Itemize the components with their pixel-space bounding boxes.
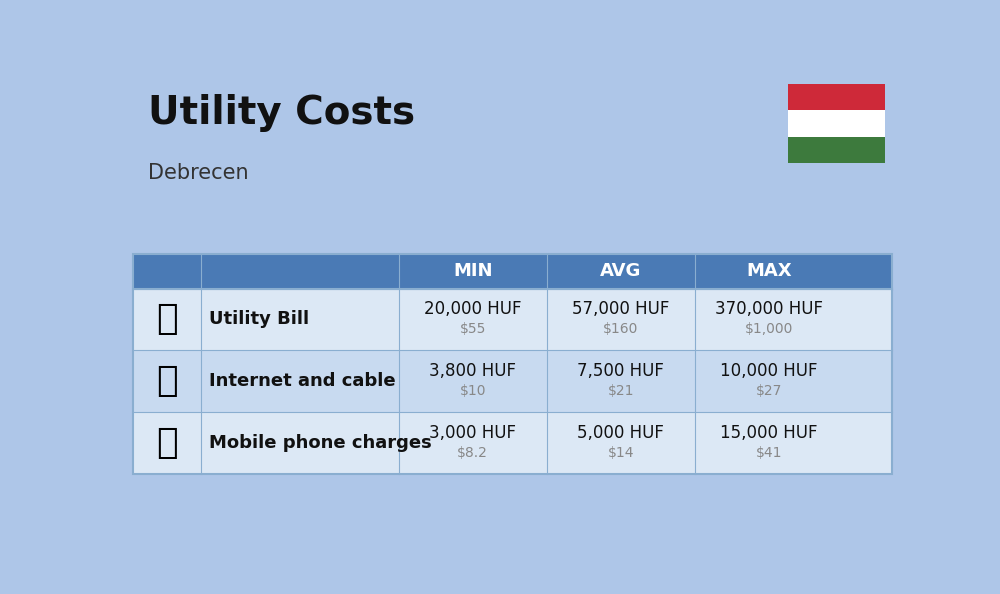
Text: 5,000 HUF: 5,000 HUF bbox=[577, 424, 664, 442]
FancyBboxPatch shape bbox=[788, 137, 885, 163]
Text: Utility Bill: Utility Bill bbox=[209, 311, 309, 328]
Text: 3,000 HUF: 3,000 HUF bbox=[429, 424, 516, 442]
Text: $27: $27 bbox=[756, 384, 782, 398]
FancyBboxPatch shape bbox=[788, 110, 885, 137]
Text: MIN: MIN bbox=[453, 263, 492, 280]
Text: MAX: MAX bbox=[746, 263, 792, 280]
Text: 15,000 HUF: 15,000 HUF bbox=[720, 424, 818, 442]
Text: $14: $14 bbox=[607, 446, 634, 460]
Text: Utility Costs: Utility Costs bbox=[148, 94, 415, 132]
Text: $41: $41 bbox=[756, 446, 782, 460]
Text: $55: $55 bbox=[459, 323, 486, 336]
Text: $8.2: $8.2 bbox=[457, 446, 488, 460]
Text: 10,000 HUF: 10,000 HUF bbox=[720, 362, 818, 380]
Text: $160: $160 bbox=[603, 323, 638, 336]
Text: AVG: AVG bbox=[600, 263, 641, 280]
Text: 📶: 📶 bbox=[156, 364, 178, 398]
Text: Internet and cable: Internet and cable bbox=[209, 372, 395, 390]
Text: 57,000 HUF: 57,000 HUF bbox=[572, 301, 669, 318]
Text: 370,000 HUF: 370,000 HUF bbox=[715, 301, 823, 318]
Text: 📱: 📱 bbox=[156, 426, 178, 460]
Text: $21: $21 bbox=[607, 384, 634, 398]
FancyBboxPatch shape bbox=[133, 254, 892, 289]
FancyBboxPatch shape bbox=[788, 84, 885, 110]
Text: 20,000 HUF: 20,000 HUF bbox=[424, 301, 521, 318]
Text: Debrecen: Debrecen bbox=[148, 163, 249, 183]
Text: 7,500 HUF: 7,500 HUF bbox=[577, 362, 664, 380]
Text: 3,800 HUF: 3,800 HUF bbox=[429, 362, 516, 380]
Text: 💡: 💡 bbox=[156, 302, 178, 336]
FancyBboxPatch shape bbox=[133, 350, 892, 412]
Text: Mobile phone charges: Mobile phone charges bbox=[209, 434, 432, 452]
Text: $10: $10 bbox=[459, 384, 486, 398]
FancyBboxPatch shape bbox=[133, 412, 892, 474]
FancyBboxPatch shape bbox=[133, 289, 892, 350]
Text: $1,000: $1,000 bbox=[745, 323, 793, 336]
